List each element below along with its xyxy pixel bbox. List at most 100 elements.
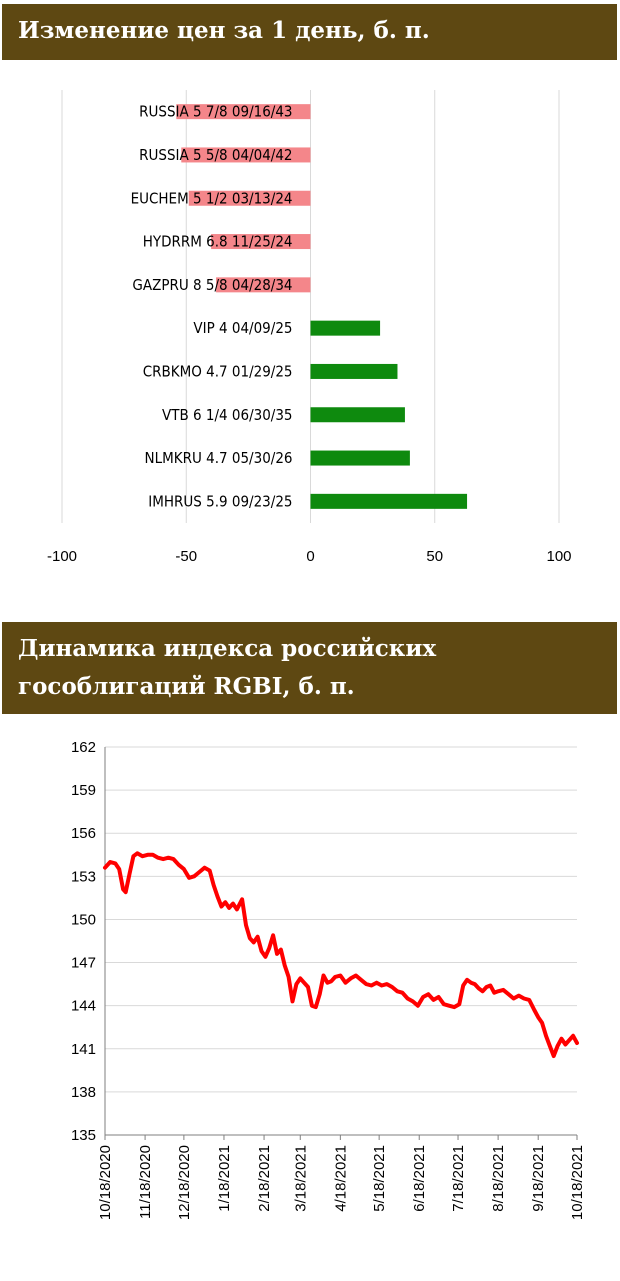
- category-label: HYDRRM 6.8 11/25/24: [143, 233, 293, 251]
- data-point: [443, 1003, 445, 1006]
- data-point: [518, 994, 520, 997]
- data-point: [470, 981, 472, 984]
- rgbi-chart-title: Динамика индекса российских гособлигаций…: [18, 635, 437, 700]
- data-point: [545, 1035, 547, 1037]
- category-label: RUSSIA 5 7/8 09/16/43: [139, 103, 292, 121]
- category-label: NLMKRU 4.7 05/30/26: [145, 449, 293, 467]
- data-point: [380, 984, 383, 987]
- data-point: [507, 993, 510, 995]
- data-point: [437, 996, 440, 998]
- data-point: [458, 1003, 461, 1006]
- price-change-chart-title: Изменение цен за 1 день, б. п.: [18, 17, 430, 44]
- data-point: [295, 983, 298, 985]
- data-point: [104, 866, 106, 869]
- data-point: [291, 1000, 294, 1003]
- data-point: [360, 979, 362, 981]
- data-point: [141, 855, 144, 858]
- y-tick-label: 159: [71, 782, 96, 799]
- data-point: [560, 1037, 563, 1040]
- data-point: [136, 852, 139, 855]
- data-point: [109, 861, 111, 863]
- data-point: [533, 1009, 536, 1011]
- x-tick-label: 1/18/2021: [216, 1145, 233, 1212]
- data-point: [268, 947, 271, 949]
- data-point: [326, 981, 329, 984]
- bar: [211, 234, 311, 250]
- bar: [310, 493, 468, 509]
- data-point: [334, 976, 336, 978]
- x-tick-label: 100: [546, 548, 571, 565]
- data-point: [422, 996, 424, 998]
- data-point: [157, 856, 159, 859]
- x-tick-label: -100: [47, 548, 77, 565]
- data-point: [453, 1006, 455, 1008]
- rgbi-series-line: [103, 851, 579, 1058]
- data-point: [541, 1022, 543, 1024]
- data-point: [220, 905, 223, 908]
- y-tick-label: 135: [71, 1127, 96, 1144]
- data-point: [245, 924, 247, 926]
- data-point: [212, 884, 215, 886]
- data-point: [132, 855, 135, 858]
- category-label: GAZPRU 8 5/8 04/28/34: [132, 276, 292, 294]
- data-point: [232, 902, 234, 905]
- data-point: [396, 990, 399, 993]
- data-point: [318, 993, 321, 995]
- data-point: [198, 871, 201, 873]
- data-point: [128, 872, 131, 875]
- category-label: VIP 4 04/09/25: [193, 319, 292, 337]
- data-point: [523, 997, 525, 1000]
- data-point: [537, 1016, 540, 1018]
- data-point: [391, 986, 393, 988]
- data-point: [241, 898, 243, 901]
- data-point: [375, 981, 378, 984]
- data-point: [167, 856, 170, 859]
- data-point: [406, 997, 409, 1000]
- data-point: [311, 1004, 313, 1007]
- data-point: [314, 1006, 317, 1008]
- rgbi-panel-header: Динамика индекса российских гособлигаций…: [2, 622, 617, 714]
- category-label: VTB 6 1/4 06/30/35: [162, 406, 292, 424]
- price-change-panel-header: Изменение цен за 1 день, б. п.: [2, 4, 617, 60]
- data-point: [122, 888, 124, 891]
- data-point: [474, 983, 476, 985]
- data-point: [549, 1045, 551, 1047]
- data-point: [208, 869, 211, 872]
- x-tick-label: 6/18/2021: [411, 1145, 428, 1212]
- data-point: [365, 983, 368, 985]
- data-point: [489, 984, 492, 987]
- data-point: [236, 908, 238, 911]
- data-point: [228, 907, 230, 909]
- y-tick-label: 147: [71, 955, 96, 972]
- rgbi-line-chart: 162 159 156 153 150 147 144 141 138 13510/18/2020…: [71, 739, 586, 1220]
- data-point: [256, 935, 259, 938]
- data-point: [252, 941, 255, 944]
- data-point: [386, 983, 388, 985]
- data-point: [432, 999, 435, 1001]
- data-point: [411, 1000, 414, 1003]
- data-point: [152, 853, 154, 856]
- bar: [216, 277, 311, 293]
- data-point: [287, 976, 290, 978]
- y-tick-label: 162: [71, 739, 96, 756]
- x-tick-label: 5/18/2021: [371, 1145, 388, 1212]
- y-tick-label: 138: [71, 1084, 96, 1101]
- data-point: [276, 953, 278, 955]
- bar: [188, 190, 311, 206]
- data-point: [417, 1004, 419, 1007]
- data-point: [172, 858, 175, 860]
- category-label: IMHRUS 5.9 09/23/25: [148, 492, 292, 510]
- data-point: [114, 862, 117, 865]
- data-point: [462, 984, 465, 987]
- data-point: [322, 974, 325, 977]
- data-point: [193, 875, 196, 878]
- data-point: [448, 1004, 450, 1007]
- x-tick-label: 3/18/2021: [292, 1145, 309, 1212]
- data-point: [299, 977, 302, 980]
- data-point: [303, 981, 305, 984]
- x-tick-label: 7/18/2021: [450, 1145, 467, 1212]
- bar: [181, 147, 311, 163]
- data-point: [280, 948, 282, 951]
- data-point: [497, 990, 499, 993]
- x-tick-label: 10/18/2021: [569, 1145, 586, 1220]
